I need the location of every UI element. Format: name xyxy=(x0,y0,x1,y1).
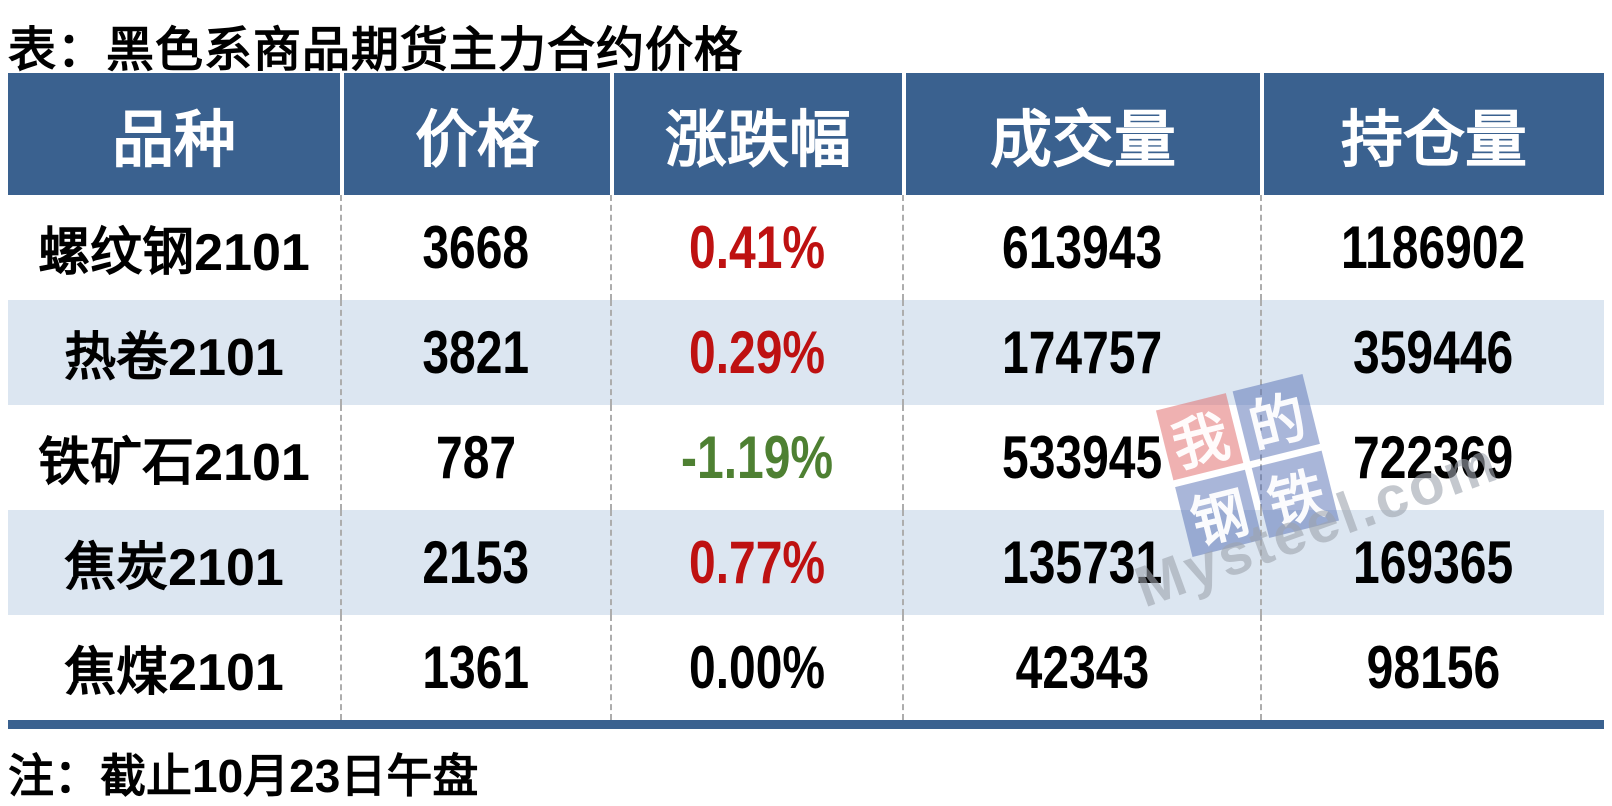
table-bottom-border xyxy=(8,720,1604,729)
table-row: 焦煤2101 1361 0.00% 42343 98156 xyxy=(8,615,1604,720)
volume-value: 174757 xyxy=(1001,319,1163,386)
cell-volume: 613943 xyxy=(902,195,1260,300)
volume-value: 533945 xyxy=(1001,424,1163,491)
table-row: 焦炭2101 2153 0.77% 135731 169365 xyxy=(8,510,1604,615)
table-row: 铁矿石2101 787 -1.19% 533945 722369 xyxy=(8,405,1604,510)
cell-open-interest: 359446 xyxy=(1260,300,1604,405)
change-value: 0.77% xyxy=(688,529,826,596)
cell-price: 1361 xyxy=(340,615,610,720)
column-header-change: 涨跌幅 xyxy=(610,73,902,195)
open-interest-value: 722369 xyxy=(1352,424,1514,491)
cell-volume: 42343 xyxy=(902,615,1260,720)
cell-change: 0.77% xyxy=(610,510,902,615)
cell-price: 3668 xyxy=(340,195,610,300)
open-interest-value: 359446 xyxy=(1352,319,1514,386)
volume-value: 613943 xyxy=(1001,214,1163,281)
cell-price: 3821 xyxy=(340,300,610,405)
cell-open-interest: 169365 xyxy=(1260,510,1604,615)
column-header-open-interest: 持仓量 xyxy=(1260,73,1604,195)
cell-change: 0.29% xyxy=(610,300,902,405)
cell-open-interest: 1186902 xyxy=(1260,195,1604,300)
price-value: 3821 xyxy=(422,319,530,386)
table-note: 注：截止10月23日午盘 xyxy=(8,750,479,802)
cell-change: 0.41% xyxy=(610,195,902,300)
table-row: 热卷2101 3821 0.29% 174757 359446 xyxy=(8,300,1604,405)
cell-variety: 焦煤2101 xyxy=(8,615,340,720)
open-interest-value: 1186902 xyxy=(1340,214,1526,281)
cell-price: 2153 xyxy=(340,510,610,615)
cell-volume: 174757 xyxy=(902,300,1260,405)
change-value: 0.29% xyxy=(688,319,826,386)
price-value: 3668 xyxy=(422,214,530,281)
price-value: 787 xyxy=(435,424,517,491)
cell-price: 787 xyxy=(340,405,610,510)
table-row: 螺纹钢2101 3668 0.41% 613943 1186902 xyxy=(8,195,1604,300)
change-value: 0.00% xyxy=(688,634,826,701)
change-value: -1.19% xyxy=(680,424,834,491)
open-interest-value: 98156 xyxy=(1366,634,1500,701)
price-value: 1361 xyxy=(422,634,530,701)
cell-open-interest: 98156 xyxy=(1260,615,1604,720)
price-value: 2153 xyxy=(422,529,530,596)
variety-label: 焦煤2101 xyxy=(64,644,284,702)
variety-label: 螺纹钢2101 xyxy=(38,224,310,282)
table-body: 螺纹钢2101 3668 0.41% 613943 1186902 热卷2101… xyxy=(8,195,1604,720)
column-header-volume: 成交量 xyxy=(902,73,1260,195)
cell-change: 0.00% xyxy=(610,615,902,720)
variety-label: 铁矿石2101 xyxy=(38,434,310,492)
cell-change: -1.19% xyxy=(610,405,902,510)
cell-variety: 铁矿石2101 xyxy=(8,405,340,510)
cell-volume: 135731 xyxy=(902,510,1260,615)
change-value: 0.41% xyxy=(688,214,826,281)
cell-variety: 热卷2101 xyxy=(8,300,340,405)
variety-label: 焦炭2101 xyxy=(64,539,284,597)
page-title: 表：黑色系商品期货主力合约价格 xyxy=(8,24,744,77)
volume-value: 42343 xyxy=(1015,634,1149,701)
cell-volume: 533945 xyxy=(902,405,1260,510)
variety-label: 热卷2101 xyxy=(64,329,284,387)
futures-price-table: 品种 价格 涨跌幅 成交量 持仓量 螺纹钢2101 3668 0.41% 613… xyxy=(8,73,1604,729)
volume-value: 135731 xyxy=(1001,529,1163,596)
column-header-variety: 品种 xyxy=(111,107,236,175)
column-header-price: 价格 xyxy=(340,73,610,195)
open-interest-value: 169365 xyxy=(1352,529,1514,596)
cell-variety: 螺纹钢2101 xyxy=(8,195,340,300)
cell-variety: 焦炭2101 xyxy=(8,510,340,615)
table-header-row: 品种 价格 涨跌幅 成交量 持仓量 xyxy=(8,73,1604,195)
cell-open-interest: 722369 xyxy=(1260,405,1604,510)
